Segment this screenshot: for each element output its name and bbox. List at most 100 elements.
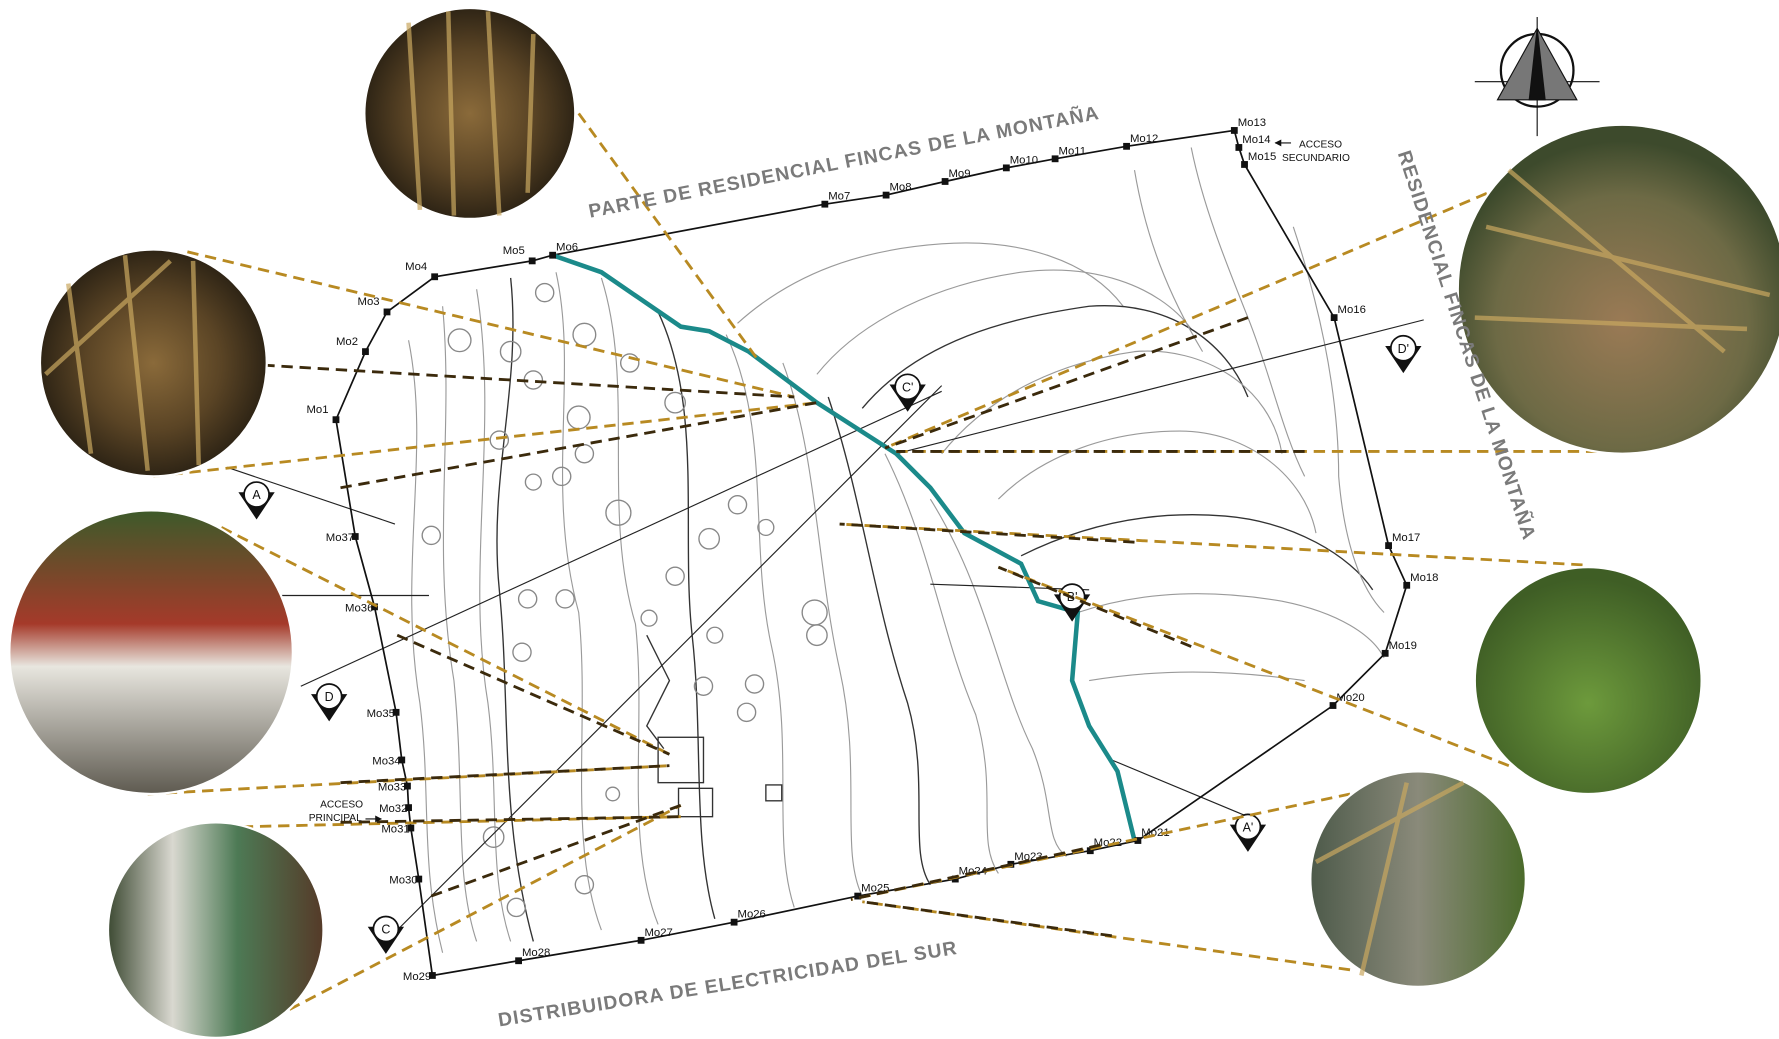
- monument-marker: [405, 804, 412, 812]
- monument-marker: [1123, 142, 1130, 150]
- monument-marker: [362, 348, 369, 356]
- monument-marker: [1241, 161, 1248, 168]
- monument-label: Mo7: [828, 191, 850, 203]
- monument-label: Mo36: [345, 602, 373, 614]
- monument-marker: [332, 416, 340, 424]
- section-circle: [372, 915, 400, 943]
- monument-label: Mo15: [1248, 151, 1276, 163]
- monument-label: Mo31: [381, 824, 409, 836]
- monument-label: Mo23: [1014, 851, 1042, 863]
- monument-label: Mo6: [556, 242, 578, 254]
- monument-label: Mo10: [1010, 154, 1038, 166]
- monument-label: Mo19: [1389, 640, 1417, 652]
- monument-marker: [854, 892, 862, 900]
- section-markers: AA'B'CC'DD': [238, 334, 1422, 954]
- monument-marker: [821, 200, 829, 208]
- monument-marker: [404, 782, 411, 790]
- contours: [408, 147, 1385, 953]
- buildings: [645, 634, 783, 818]
- photo-bamboo: [363, 6, 577, 221]
- monument-marker: [431, 273, 439, 281]
- section-label: A': [1243, 820, 1254, 834]
- monument-marker: [1385, 542, 1392, 549]
- monument-marker: [1381, 649, 1389, 657]
- monument-label: Mo9: [948, 168, 970, 180]
- section-lines: [226, 319, 1424, 931]
- trees: [421, 282, 828, 918]
- monument-marker: [1329, 702, 1337, 709]
- monument-label: Mo2: [336, 336, 358, 348]
- monument-marker: [1230, 127, 1238, 134]
- photo-fence: [1309, 770, 1527, 988]
- section-label: A: [252, 488, 261, 502]
- monument-label: Mo11: [1059, 145, 1086, 157]
- monument-label: Mo14: [1242, 134, 1270, 146]
- monument-label: Mo35: [367, 708, 395, 720]
- monument-marker: [428, 972, 436, 979]
- photo-details: [44, 11, 1771, 976]
- monument-label: Mo18: [1410, 572, 1438, 584]
- section-circle: [315, 683, 343, 710]
- monument-marker: [1002, 164, 1010, 172]
- monument-marker: [392, 708, 400, 716]
- monument-marker: [951, 875, 959, 883]
- monument-label: Mo27: [644, 927, 672, 939]
- photo-stream: [1456, 123, 1779, 455]
- monument-marker: [730, 918, 738, 926]
- section-circle: [894, 373, 921, 401]
- section-label: D': [1398, 342, 1409, 356]
- section-circle: [1234, 813, 1262, 841]
- stream: [551, 253, 1137, 842]
- monument-marker: [1086, 847, 1094, 855]
- monument-marker: [1330, 314, 1338, 322]
- monument-marker: [941, 178, 949, 185]
- north-arrow: [1474, 17, 1600, 137]
- monument-label: Mo28: [522, 947, 550, 959]
- monument-label: Mo29: [403, 971, 431, 983]
- monument-marker: [415, 875, 423, 883]
- section-circle: [1390, 334, 1417, 362]
- monument-label: Mo13: [1238, 117, 1266, 129]
- monument-marker: [515, 957, 522, 965]
- monument-marker: [637, 936, 645, 944]
- monument-marker: [351, 533, 359, 540]
- photo-house: [8, 509, 295, 796]
- monument-marker: [528, 257, 536, 265]
- monument-label: Mo30: [389, 875, 417, 887]
- monument-marker: [1235, 144, 1243, 151]
- monument-label: Mo12: [1130, 133, 1158, 145]
- monument-marker: [1403, 581, 1411, 589]
- access-label: SECUNDARIO: [1282, 153, 1350, 164]
- section-circle: [243, 481, 270, 508]
- section-label: C: [381, 923, 390, 937]
- photo-shed: [106, 821, 325, 1039]
- access-label: ACCESO: [1299, 139, 1342, 150]
- monument-marker: [407, 824, 415, 832]
- monument-label: Mo1: [306, 404, 328, 416]
- monument-label: Mo34: [372, 756, 400, 768]
- monument-label: Mo33: [378, 782, 406, 794]
- monument-label: Mo3: [358, 296, 380, 308]
- section-label: C': [902, 380, 913, 394]
- monument-label: Mo37: [326, 532, 354, 544]
- monument-label: Mo16: [1338, 304, 1366, 316]
- monument-label: Mo20: [1336, 692, 1364, 704]
- monument-marker: [882, 191, 890, 199]
- monument-label: Mo4: [405, 261, 427, 273]
- monument-label: Mo17: [1392, 532, 1420, 544]
- monument-marker: [549, 251, 557, 259]
- monument-marker: [1134, 837, 1142, 844]
- monument-marker: [371, 603, 378, 611]
- monuments: Mo1 Mo2 Mo3 Mo4 Mo5 Mo6 Mo7 Mo8 Mo9 Mo10 Mo11 Mo12 M…: [306, 117, 1438, 983]
- monument-label: Mo8: [890, 182, 912, 194]
- leaders: [147, 112, 1634, 1011]
- access-label: PRINCIPAL: [309, 813, 362, 824]
- photos: [8, 6, 1779, 1039]
- monument-marker: [398, 756, 406, 764]
- monument-label: Mo26: [738, 909, 766, 921]
- access-label: ACCESO: [320, 800, 363, 811]
- monument-label: Mo5: [503, 245, 525, 257]
- monument-label: Mo32: [379, 803, 407, 815]
- monument-marker: [1051, 155, 1059, 163]
